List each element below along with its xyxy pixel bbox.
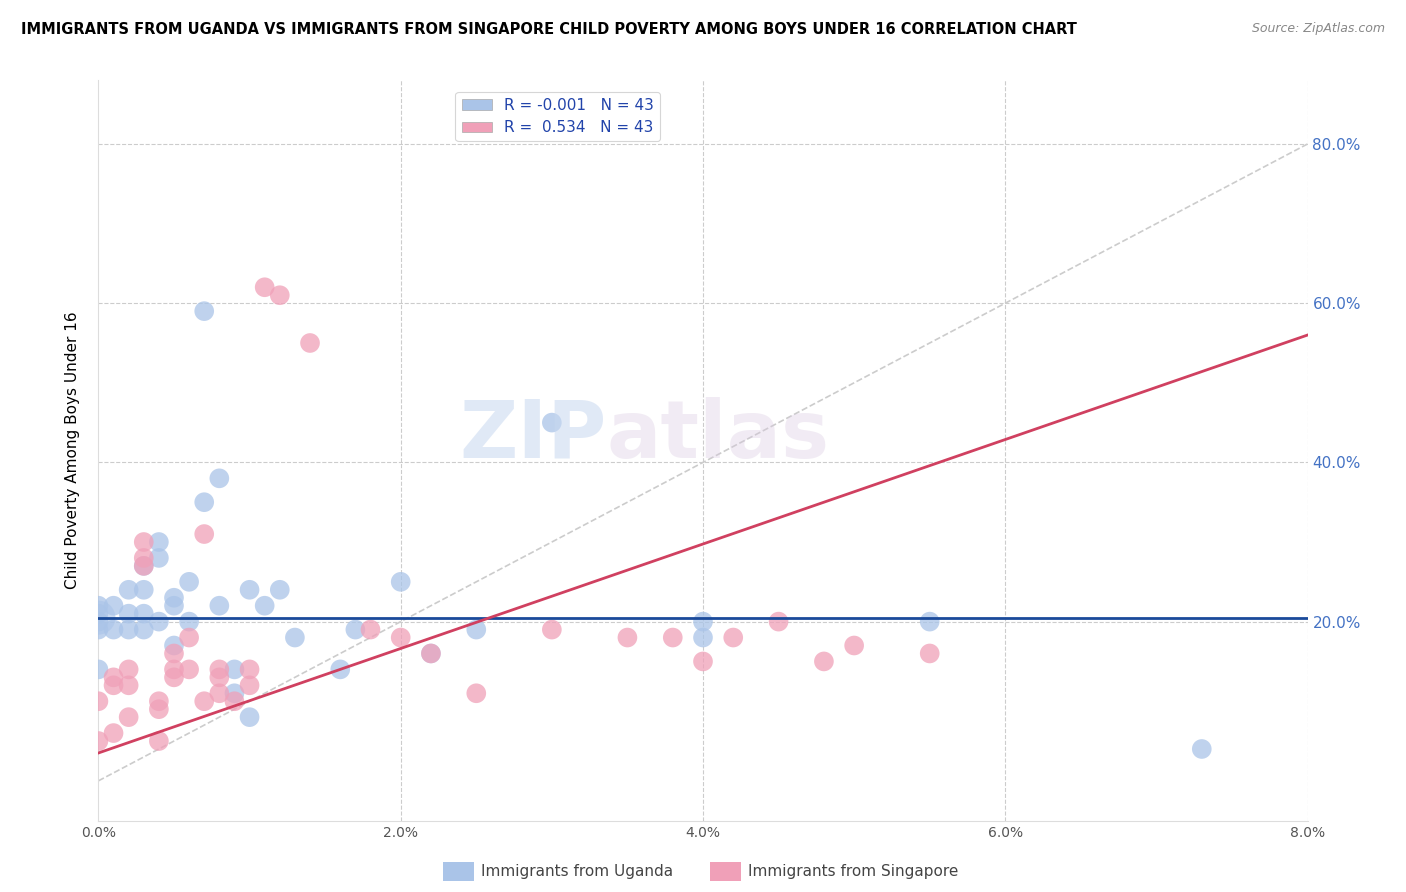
Point [208,662,231,676]
Point [239,678,262,692]
Point [344,623,367,637]
Point [360,623,382,637]
Point [103,599,125,613]
Point [132,535,155,549]
Point [87,615,110,629]
Point [420,647,443,661]
Point [253,280,276,294]
Point [193,527,215,541]
Text: Immigrants from Uganda: Immigrants from Uganda [481,864,673,879]
Point [208,471,231,485]
Point [813,655,835,669]
Point [1191,742,1213,756]
Point [103,623,125,637]
Point [692,615,714,629]
Point [224,686,246,700]
Point [87,607,110,621]
Point [692,655,714,669]
Point [118,710,141,724]
Point [179,615,201,629]
Point [163,639,186,653]
Point [420,647,443,661]
Y-axis label: Child Poverty Among Boys Under 16: Child Poverty Among Boys Under 16 [65,311,80,590]
Point [103,726,125,740]
Point [132,550,155,565]
Point [465,686,488,700]
Point [132,582,155,597]
Text: ZIP: ZIP [458,397,606,475]
Point [389,574,412,589]
Point [193,495,215,509]
Point [118,607,141,621]
Point [163,647,186,661]
Point [148,702,170,716]
Point [103,670,125,684]
Point [163,662,186,676]
Point [118,678,141,692]
Text: Source: ZipAtlas.com: Source: ZipAtlas.com [1251,22,1385,36]
Point [118,623,141,637]
Point [224,694,246,708]
Point [918,615,941,629]
Point [163,599,186,613]
Point [723,631,745,645]
Point [661,631,683,645]
Point [239,662,262,676]
Point [329,662,352,676]
Point [692,631,714,645]
Point [616,631,638,645]
Point [132,558,155,573]
Point [299,336,322,351]
Point [224,662,246,676]
Point [87,599,110,613]
Point [163,591,186,605]
Point [253,599,276,613]
Point [239,582,262,597]
Point [148,615,170,629]
Point [208,599,231,613]
Point [193,304,215,318]
Point [239,710,262,724]
Point [87,623,110,637]
Text: atlas: atlas [606,397,830,475]
Point [269,582,291,597]
Text: Immigrants from Singapore: Immigrants from Singapore [748,864,959,879]
Point [148,535,170,549]
Point [540,623,562,637]
Point [269,288,291,302]
Legend: R = -0.001   N = 43, R =  0.534   N = 43: R = -0.001 N = 43, R = 0.534 N = 43 [456,92,661,142]
Point [193,694,215,708]
Point [132,607,155,621]
Point [132,558,155,573]
Point [179,662,201,676]
Point [768,615,790,629]
Point [179,631,201,645]
Point [87,734,110,748]
Point [918,647,941,661]
Point [87,610,110,624]
Point [163,670,186,684]
Point [118,582,141,597]
Point [103,678,125,692]
Point [118,662,141,676]
Point [540,416,562,430]
Point [148,550,170,565]
Point [87,662,110,676]
Point [87,694,110,708]
Point [179,574,201,589]
Point [284,631,307,645]
Point [389,631,412,645]
Point [844,639,866,653]
Point [132,623,155,637]
Point [208,670,231,684]
Point [148,694,170,708]
Point [465,623,488,637]
Point [148,734,170,748]
Text: IMMIGRANTS FROM UGANDA VS IMMIGRANTS FROM SINGAPORE CHILD POVERTY AMONG BOYS UND: IMMIGRANTS FROM UGANDA VS IMMIGRANTS FRO… [21,22,1077,37]
Point [208,686,231,700]
